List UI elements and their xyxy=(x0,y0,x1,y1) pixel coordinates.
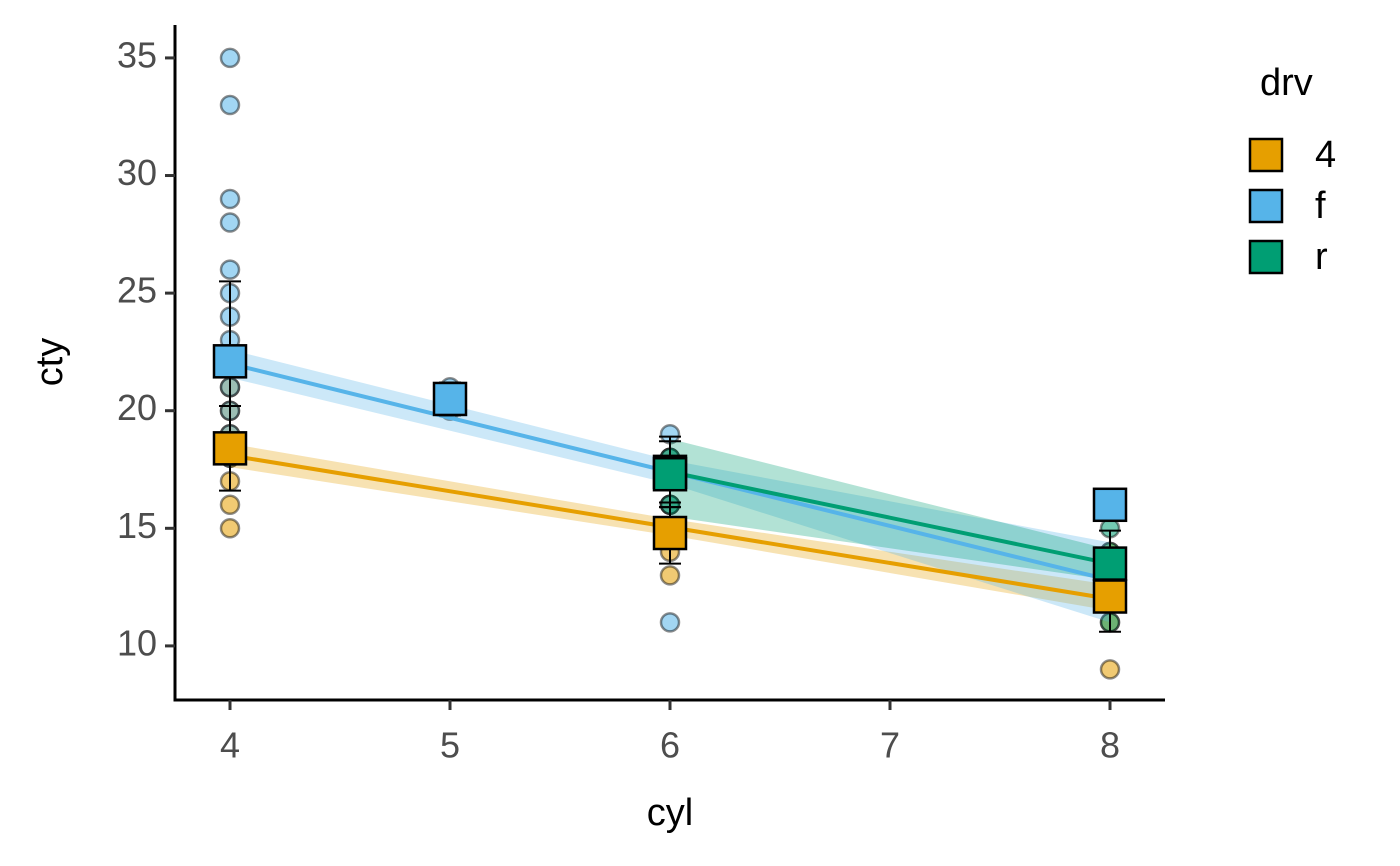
legend-title: drv xyxy=(1260,62,1313,104)
point xyxy=(219,94,241,116)
point xyxy=(219,259,241,280)
legend-label: r xyxy=(1315,236,1328,278)
point xyxy=(659,565,681,586)
legend-key xyxy=(1248,188,1284,224)
y-tick-label: 25 xyxy=(117,270,157,311)
point xyxy=(219,188,241,210)
point xyxy=(219,212,241,233)
x-axis-label: cyl xyxy=(647,792,693,834)
point xyxy=(659,612,681,633)
mean-marker xyxy=(212,344,248,379)
y-tick-label: 15 xyxy=(117,505,157,546)
y-axis-label: cty xyxy=(29,338,71,387)
legend-label: f xyxy=(1315,185,1326,227)
point xyxy=(219,494,241,516)
x-tick-label: 7 xyxy=(880,725,900,766)
y-tick-label: 30 xyxy=(117,152,157,193)
mean-marker xyxy=(652,456,688,492)
mean-marker xyxy=(1092,487,1128,523)
point xyxy=(1099,659,1121,680)
legend-label: 4 xyxy=(1315,134,1336,176)
confidence-band xyxy=(670,438,1110,581)
y-tick-label: 35 xyxy=(117,34,157,75)
x-tick-label: 5 xyxy=(440,725,460,766)
y-tick-label: 10 xyxy=(117,622,157,663)
mean-marker xyxy=(1092,579,1128,614)
legend-key xyxy=(1248,137,1284,173)
mean-marker xyxy=(1092,546,1128,581)
x-tick-label: 8 xyxy=(1100,725,1120,766)
point xyxy=(219,518,241,539)
y-tick-label: 20 xyxy=(117,387,157,428)
x-tick-label: 6 xyxy=(660,725,680,766)
point xyxy=(219,47,241,69)
mean-marker xyxy=(652,515,688,551)
mean-marker xyxy=(432,381,468,417)
x-tick-label: 4 xyxy=(220,725,240,766)
mean-marker xyxy=(212,431,248,466)
legend-key xyxy=(1248,239,1284,275)
fit-line xyxy=(669,469,1111,566)
